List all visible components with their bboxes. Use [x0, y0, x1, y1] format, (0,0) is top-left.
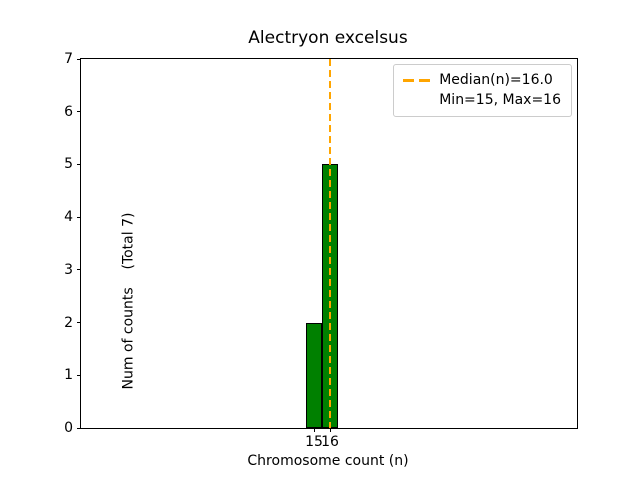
- median-line-legend-marker: [403, 78, 431, 82]
- y-tick-mark: [77, 427, 81, 429]
- y-tick-label: 2: [64, 314, 73, 331]
- median-line: [328, 59, 332, 428]
- legend-row-minmax: Min=15, Max=16: [403, 90, 561, 110]
- y-axis-label: Num of counts (Total 7): [120, 212, 137, 390]
- y-tick-label: 1: [64, 367, 73, 384]
- bar-15: [306, 322, 322, 428]
- y-tick-mark: [77, 111, 81, 113]
- y-tick-mark: [77, 374, 81, 376]
- y-tick-label: 3: [64, 261, 73, 278]
- y-tick-mark: [77, 163, 81, 165]
- y-tick-label: 4: [64, 209, 73, 226]
- x-tick-label: 15: [305, 434, 323, 450]
- y-tick-mark: [77, 58, 81, 60]
- x-tick-mark: [313, 428, 315, 432]
- legend-row-median: Median(n)=16.0: [403, 70, 561, 90]
- legend: Median(n)=16.0 Min=15, Max=16: [393, 64, 572, 117]
- chart-title: Alectryon excelsus: [248, 28, 408, 48]
- legend-label-median: Median(n)=16.0: [439, 72, 553, 88]
- x-axis-label: Chromosome count (n): [247, 453, 409, 469]
- plot-area: Num of counts (Total 7) Median(n)=16.0 M…: [64, 51, 578, 450]
- y-tick-label: 5: [64, 156, 73, 173]
- y-tick-label: 0: [64, 420, 73, 436]
- y-tick-mark: [77, 269, 81, 271]
- y-tick-mark: [77, 216, 81, 218]
- x-tick-mark: [329, 428, 331, 432]
- y-tick-label: 6: [64, 103, 73, 120]
- legend-label-minmax: Min=15, Max=16: [439, 92, 561, 108]
- y-tick-mark: [77, 322, 81, 324]
- x-tick-label: 16: [321, 434, 339, 450]
- y-tick-label: 7: [64, 51, 73, 67]
